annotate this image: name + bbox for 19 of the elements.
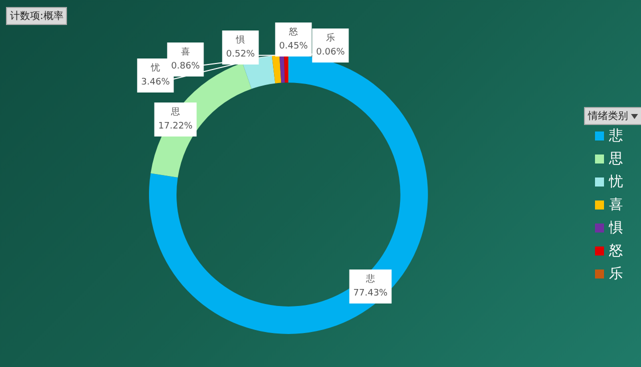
slice-label: 乐 (326, 32, 335, 44)
legend-label: 怒 (608, 243, 623, 259)
legend-title: 情绪类别 (588, 110, 628, 123)
legend-label: 喜 (609, 197, 623, 213)
slice-label: 思 (170, 106, 180, 118)
data-label: 17.22% (158, 122, 194, 132)
text: 计数项:概率 (6, 7, 68, 25)
slice-label: 惧 (234, 34, 245, 46)
slice-label: 悲 (364, 274, 375, 285)
legend-label: 乐 (609, 266, 623, 282)
data-label: 0.06% (316, 48, 346, 58)
legend-label: 忧 (608, 174, 623, 190)
slice-label: 怒 (288, 26, 298, 38)
data-label: 77.43% (353, 288, 388, 299)
legend-label: 惧 (608, 220, 623, 236)
legend-label: 悲 (608, 128, 623, 144)
data-label: 0.45% (279, 42, 308, 52)
legend-label: 思 (608, 151, 623, 167)
slice-label: 喜 (180, 46, 190, 58)
